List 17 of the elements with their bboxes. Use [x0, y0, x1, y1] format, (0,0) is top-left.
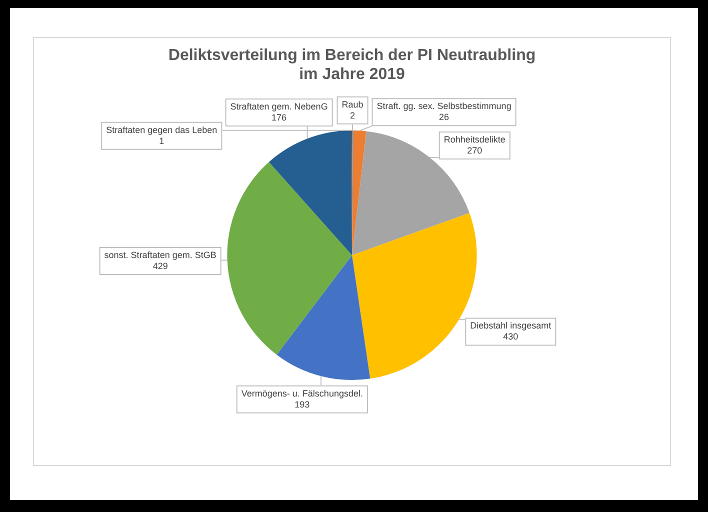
slice-label: Straftaten gem. NebenG — [230, 102, 328, 112]
data-label: 1 — [159, 136, 164, 146]
slice-label: Straft. gg. sex. Selbstbestimmung — [376, 101, 512, 112]
data-label: 176 — [272, 112, 287, 123]
data-label: 2 — [350, 110, 356, 120]
data-label: 193 — [294, 399, 310, 410]
slice-label: Rohheitsdelikte — [444, 134, 506, 144]
data-label: 26 — [439, 112, 450, 122]
data-label: 430 — [503, 332, 518, 342]
slice-label: Straftaten gegen das Leben — [106, 124, 218, 135]
slice-label: sonst. Straftaten gem. StGB — [104, 250, 216, 260]
slice-label: Vermögens- u. Fälschungsdel. — [241, 388, 363, 398]
slice-label: Raub — [342, 99, 364, 110]
data-label: 270 — [467, 145, 482, 156]
data-label: 429 — [152, 260, 168, 271]
slice-label: Diebstahl insgesamt — [470, 320, 552, 331]
chart-title: Deliktsverteilung im Bereich der PI Neutraubling im Jahre 2019 — [168, 47, 536, 84]
